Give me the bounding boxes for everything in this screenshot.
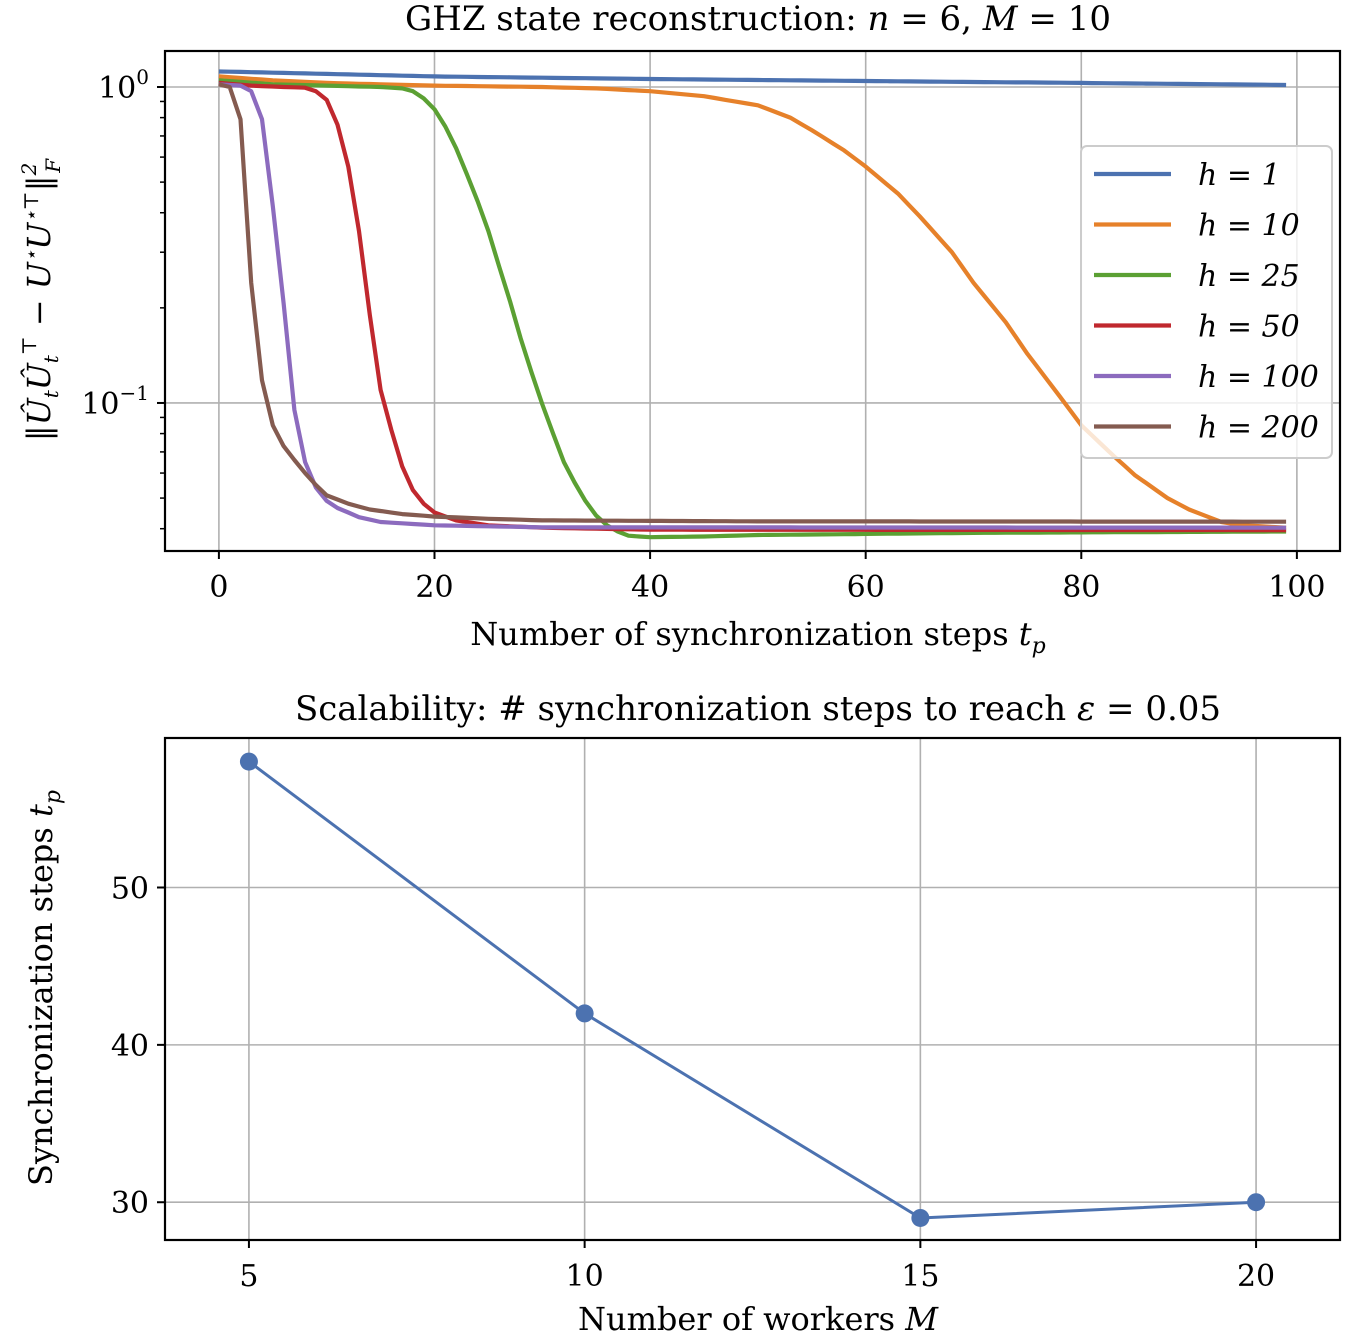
top-y-tick-label: 10−1 (81, 381, 149, 422)
legend-label: h = 1 (1198, 158, 1281, 193)
legend-label: h = 10 (1198, 209, 1300, 244)
bottom-x-tick-label: 15 (901, 1259, 939, 1294)
top-chart: GHZ state reconstruction: n = 6, M = 10 … (17, 0, 1342, 659)
bottom-x-axis-label: Number of workers M (578, 1300, 939, 1336)
svg-text:Synchronization steps tp: Synchronization steps tp (22, 790, 66, 1186)
series-line-h100 (218, 82, 1287, 530)
legend-label: h = 25 (1198, 259, 1300, 294)
bottom-series-line (247, 760, 1257, 1220)
series-line-h1 (218, 69, 1287, 88)
top-plot-frame (163, 49, 1342, 553)
bottom-y-tick-label: 50 (111, 871, 149, 906)
bottom-y-axis-label: Synchronization steps tp (22, 790, 66, 1186)
bottom-x-tick-label: 10 (566, 1259, 604, 1294)
top-x-axis-label: Number of synchronization steps tp (470, 615, 1046, 659)
top-x-tick-label: 60 (847, 570, 885, 605)
top-chart-title: GHZ state reconstruction: n = 6, M = 10 (405, 0, 1111, 39)
top-legend: h = 1 h = 10 h = 25 h = 50 h = 100 h = 200 (1080, 145, 1333, 459)
bottom-ticks: 5 10 15 20 30 40 50 (111, 871, 1275, 1294)
bottom-x-tick-label: 5 (239, 1259, 258, 1294)
series-line-h50 (218, 80, 1287, 533)
series-line-h25 (218, 78, 1287, 540)
top-x-tick-label: 20 (415, 570, 453, 605)
top-y-axis-label: ‖ÛtÛt⊤ − U⋆U⋆⊤‖2F (17, 158, 65, 442)
top-x-tick-label: 80 (1062, 570, 1100, 605)
top-ticks: 0 20 40 60 80 100 100 10−1 (81, 65, 1325, 605)
bottom-grid (165, 738, 1340, 1240)
legend-label: h = 200 (1198, 411, 1319, 446)
bottom-data-point (1247, 1193, 1266, 1212)
bottom-data-point (239, 752, 258, 771)
top-x-tick-label: 100 (1268, 570, 1325, 605)
series-line-h200 (218, 82, 1287, 524)
bottom-plot-frame (163, 736, 1342, 1242)
bottom-x-tick-label: 20 (1237, 1259, 1275, 1294)
legend-label: h = 50 (1198, 310, 1300, 345)
bottom-series-group (239, 752, 1266, 1227)
top-x-tick-label: 40 (631, 570, 669, 605)
bottom-y-tick-label: 30 (111, 1186, 149, 1221)
top-x-tick-label: 0 (209, 570, 228, 605)
legend-label: h = 100 (1198, 360, 1319, 395)
bottom-data-point (911, 1208, 930, 1227)
bottom-data-point (575, 1004, 594, 1023)
bottom-chart-title: Scalability: # synchronization steps to … (295, 689, 1221, 729)
top-y-tick-label: 100 (98, 65, 149, 106)
bottom-chart: Scalability: # synchronization steps to … (22, 689, 1342, 1336)
bottom-y-tick-label: 40 (111, 1029, 149, 1064)
svg-text:‖ÛtÛt⊤ − U⋆U⋆⊤‖2F: ‖ÛtÛt⊤ − U⋆U⋆⊤‖2F (17, 158, 65, 442)
